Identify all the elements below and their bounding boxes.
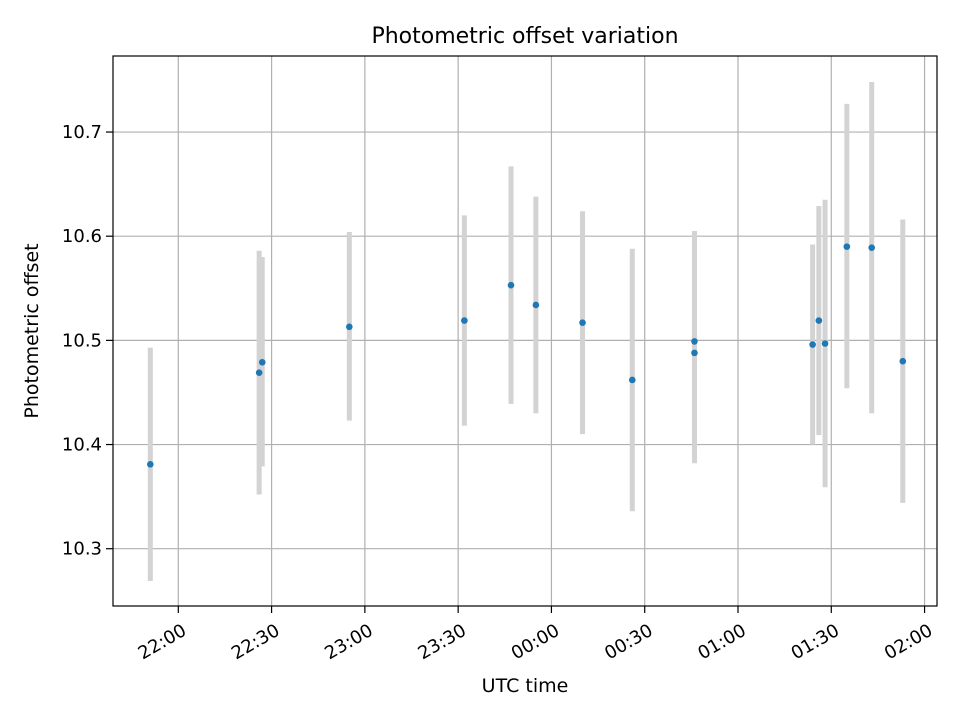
y-tick-label: 10.6: [62, 226, 102, 247]
data-point: [691, 349, 698, 357]
y-tick-label: 10.4: [62, 435, 102, 456]
chart-title: Photometric offset variation: [371, 24, 678, 49]
data-point: [255, 369, 263, 376]
data-point: [628, 376, 636, 384]
y-tick-label: 10.7: [62, 122, 102, 143]
data-point: [507, 281, 515, 289]
data-point: [346, 323, 353, 331]
data-point: [691, 338, 698, 345]
data-point: [815, 317, 823, 324]
data-point: [147, 461, 154, 468]
data-point: [579, 319, 586, 326]
data-point: [899, 357, 907, 365]
data-point: [821, 340, 829, 347]
data-point: [809, 341, 816, 348]
data-points: [147, 243, 907, 468]
y-tick-label: 10.5: [62, 330, 102, 351]
data-point: [532, 301, 540, 309]
y-axis-ticks: 10.3 10.4 10.5 10.6 10.7: [62, 122, 113, 560]
axes-frame: [112, 55, 938, 607]
x-axis-label: UTC time: [482, 675, 569, 697]
data-point: [461, 317, 468, 324]
grid-lines: [113, 56, 937, 606]
data-point: [868, 244, 876, 251]
data-point: [843, 243, 851, 250]
y-tick-label: 10.3: [62, 539, 102, 560]
y-axis-label: Photometric offset: [21, 243, 43, 418]
data-point: [258, 358, 266, 366]
